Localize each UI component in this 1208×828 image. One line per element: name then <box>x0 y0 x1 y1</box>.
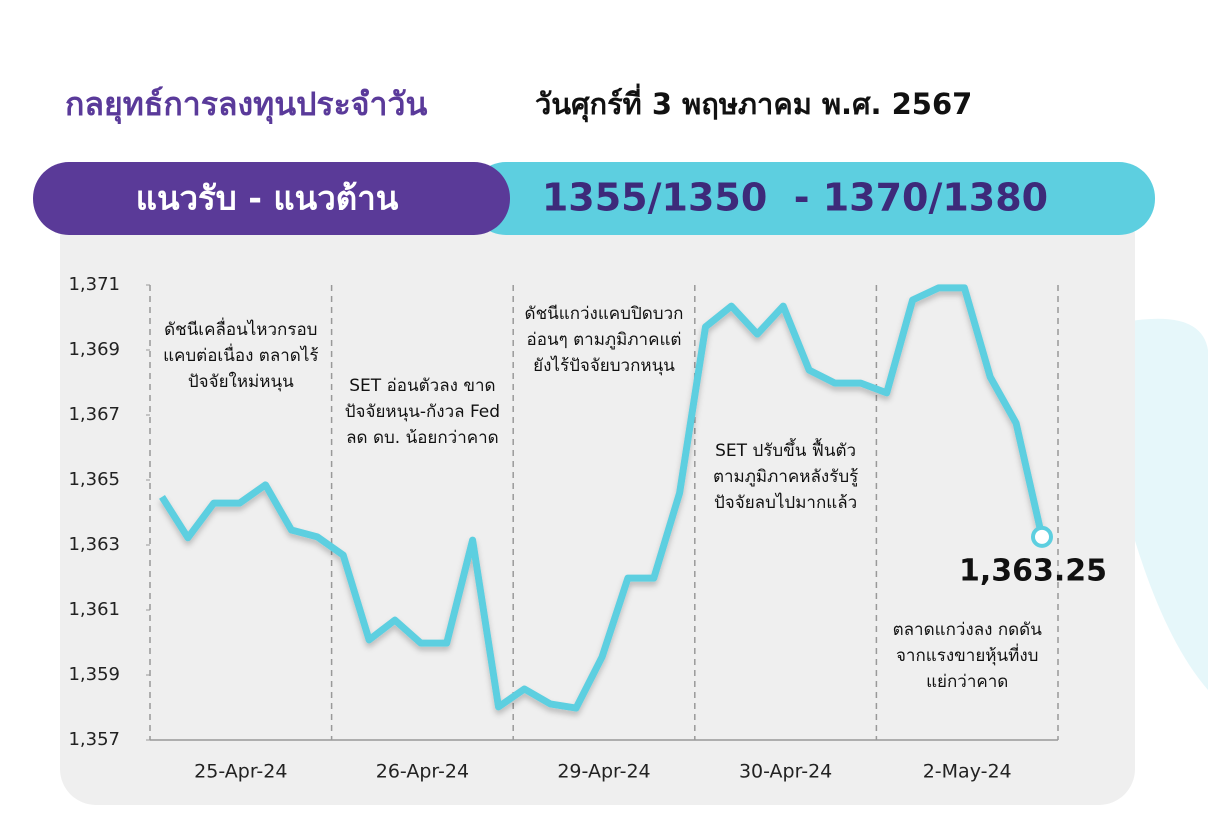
annotation: ดัชนีเคลื่อนไหวกรอบ <box>164 317 317 340</box>
annotation: ยังไร้ปัจจัยบวกหนุน <box>533 355 675 376</box>
annotation: แย่กว่าคาด <box>926 672 1008 692</box>
banner-left <box>33 162 510 235</box>
y-tick-label: 1,371 <box>68 274 120 295</box>
y-tick-label: 1,367 <box>68 404 120 425</box>
y-tick-label: 1,357 <box>68 729 120 750</box>
y-tick-label: 1,365 <box>68 469 120 490</box>
x-tick-label: 30-Apr-24 <box>739 761 832 783</box>
annotation: แคบต่อเนื่อง ตลาดไร้ <box>163 343 318 366</box>
banner-levels: 1355/1350 - 1370/1380 <box>542 176 1048 220</box>
end-label: 1,363.25 <box>959 554 1107 589</box>
banner-right <box>470 162 1155 235</box>
chart-panel <box>60 200 1135 805</box>
banner-label: แนวรับ - แนวต้าน <box>136 179 399 218</box>
y-tick-label: 1,361 <box>68 599 120 620</box>
annotation: SET ปรับขึ้น ฟื้นตัว <box>715 438 856 461</box>
series-line <box>159 284 1046 712</box>
x-tick-label: 2-May-24 <box>923 761 1012 783</box>
annotation: ตลาดแกว่งลง กดดัน <box>893 620 1043 640</box>
y-tick-label: 1,369 <box>68 339 120 360</box>
annotation: ลด ดบ. น้อยกว่าคาด <box>346 428 499 448</box>
end-marker <box>1031 525 1053 548</box>
annotation: ปัจจัยลบไปมากแล้ว <box>714 492 857 513</box>
annotation: SET อ่อนตัวลง ขาด <box>349 376 495 396</box>
annotation: ดัชนีแกว่งแคบปิดบวก <box>525 304 684 324</box>
y-tick-label: 1,359 <box>68 664 120 685</box>
y-tick-label: 1,363 <box>68 534 120 555</box>
annotation: ปัจจัยหนุน-กังวล Fed <box>345 402 500 422</box>
annotation: ปัจจัยใหม่หนุน <box>188 371 294 392</box>
date: วันศุกร์ที่ 3 พฤษภาคม พ.ศ. 2567 <box>535 83 972 122</box>
annotation: จากแรงขายหุ้นที่งบ <box>896 643 1038 666</box>
x-tick-label: 25-Apr-24 <box>194 761 287 783</box>
x-tick-label: 26-Apr-24 <box>376 761 469 783</box>
annotation: ตามภูมิภาคหลังรับรู้ <box>713 467 858 487</box>
title: กลยุทธ์การลงทุนประจำวัน <box>65 85 427 125</box>
annotation: อ่อนๆ ตามภูมิภาคแต่ <box>527 330 682 350</box>
x-tick-label: 29-Apr-24 <box>557 761 650 783</box>
